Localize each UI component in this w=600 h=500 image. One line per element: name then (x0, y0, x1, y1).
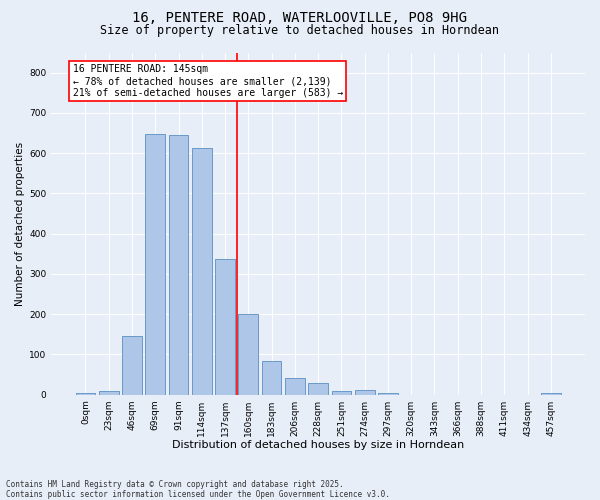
Bar (355, 390, 374, 394)
Bar (99, 392, 119, 394)
Bar (122, 336, 142, 394)
Bar (169, 135, 188, 394)
Bar (332, 392, 352, 394)
Bar (76, 392, 95, 394)
Text: Contains HM Land Registry data © Crown copyright and database right 2025.
Contai: Contains HM Land Registry data © Crown c… (6, 480, 390, 499)
Bar (145, 134, 165, 394)
Bar (238, 314, 258, 394)
Text: 16, PENTERE ROAD, WATERLOOVILLE, PO8 9HG: 16, PENTERE ROAD, WATERLOOVILLE, PO8 9HG (133, 11, 467, 25)
Bar (285, 378, 305, 394)
Bar (192, 148, 212, 394)
Bar (308, 384, 328, 394)
X-axis label: Distribution of detached houses by size in Horndean: Distribution of detached houses by size … (172, 440, 464, 450)
Bar (378, 392, 398, 394)
Bar (215, 258, 235, 394)
Y-axis label: Number of detached properties: Number of detached properties (15, 142, 25, 306)
Text: 16 PENTERE ROAD: 145sqm
← 78% of detached houses are smaller (2,139)
21% of semi: 16 PENTERE ROAD: 145sqm ← 78% of detache… (73, 64, 343, 98)
Bar (262, 361, 281, 394)
Text: Size of property relative to detached houses in Horndean: Size of property relative to detached ho… (101, 24, 499, 37)
